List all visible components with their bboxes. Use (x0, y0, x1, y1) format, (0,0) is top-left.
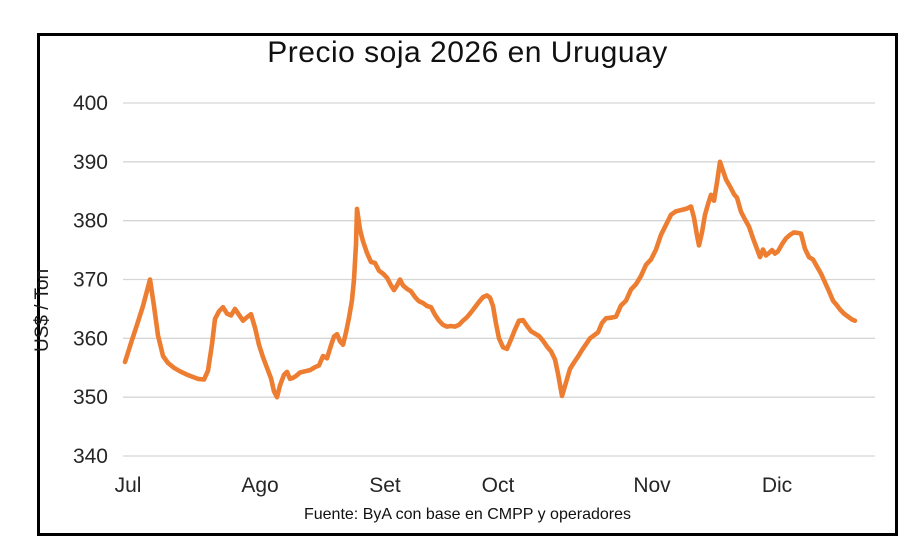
chart-title: Precio soja 2026 en Uruguay (267, 36, 668, 69)
y-tick-label: 390 (73, 151, 108, 174)
price-line (122, 159, 858, 400)
source-note: Fuente: ByA con base en CMPP y operadore… (303, 506, 631, 523)
y-tick-label: 360 (73, 327, 108, 350)
y-tick-label: 340 (73, 445, 108, 468)
y-tick-label: 400 (73, 92, 108, 115)
x-tick-label: Dic (762, 474, 792, 497)
x-tick-label: Oct (482, 474, 515, 497)
chart-frame (37, 33, 898, 536)
x-tick-label: Set (369, 474, 401, 497)
x-tick-label: Nov (633, 474, 671, 497)
y-tick-label: 380 (73, 210, 108, 233)
y-tick-label: 350 (73, 386, 108, 409)
y-tick-label: 370 (73, 269, 108, 292)
x-tick-label: Jul (115, 474, 142, 497)
x-tick-label: Ago (241, 474, 278, 497)
